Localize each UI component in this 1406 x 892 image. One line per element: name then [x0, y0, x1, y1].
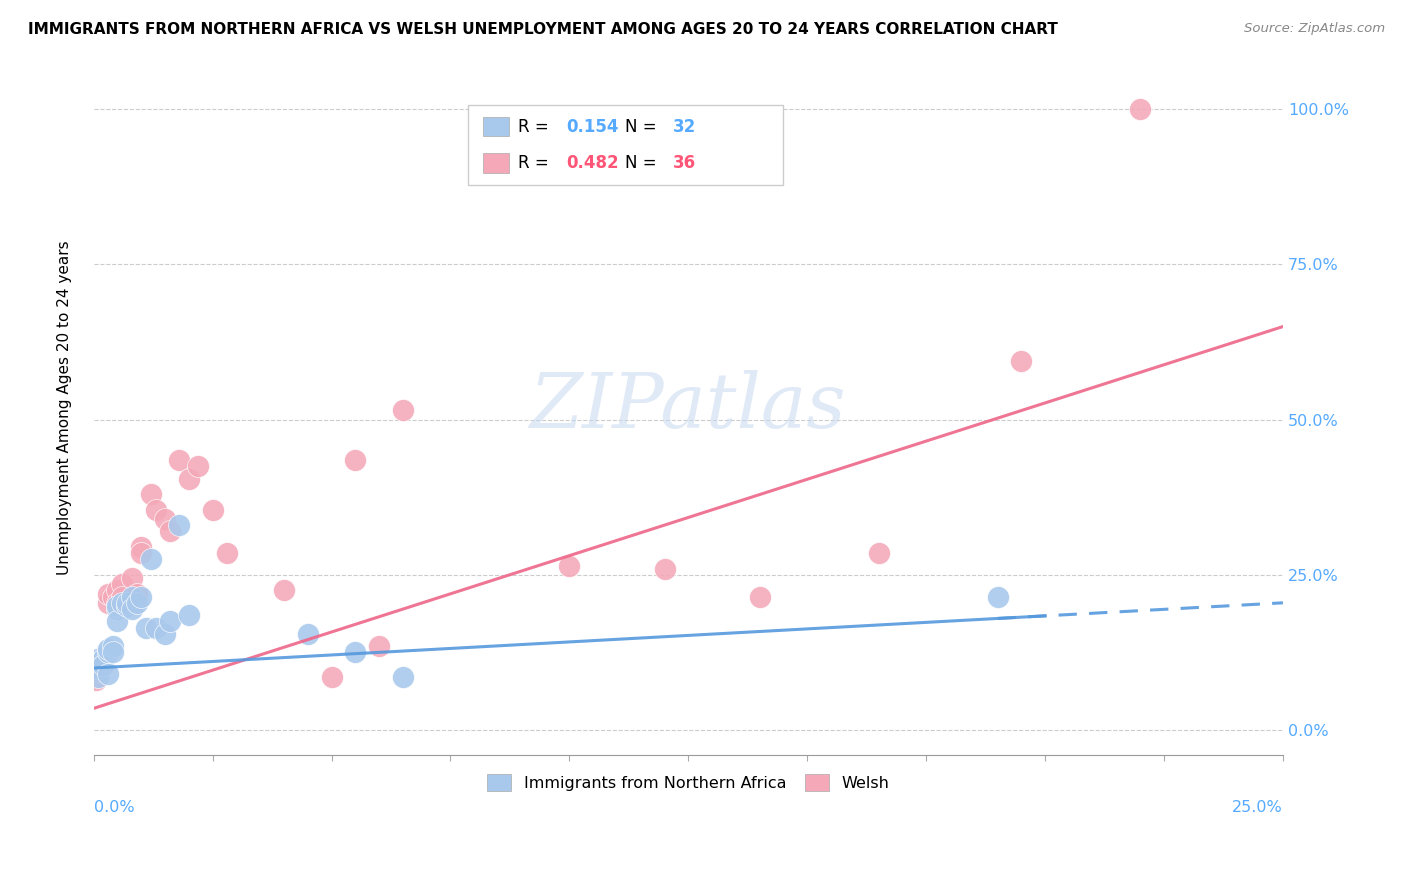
Point — [107, 615, 129, 629]
Point — [201, 502, 224, 516]
Point — [97, 586, 120, 600]
Point — [868, 546, 890, 560]
Point — [129, 546, 152, 560]
Point — [215, 546, 238, 560]
Point — [153, 512, 176, 526]
Text: N =: N = — [626, 118, 662, 136]
Point — [97, 596, 120, 610]
Point — [121, 590, 143, 604]
Point — [177, 608, 200, 623]
Point — [101, 645, 124, 659]
Point — [297, 627, 319, 641]
Point — [97, 667, 120, 681]
Point — [187, 459, 209, 474]
Point — [97, 642, 120, 657]
Point — [159, 615, 181, 629]
Point — [101, 590, 124, 604]
Point — [986, 590, 1008, 604]
Point — [392, 670, 415, 684]
Point — [84, 661, 107, 675]
Bar — [482, 117, 509, 136]
Point — [368, 640, 391, 654]
Text: 32: 32 — [673, 118, 696, 136]
Point — [344, 645, 367, 659]
Point — [321, 670, 343, 684]
Point — [273, 583, 295, 598]
Text: IMMIGRANTS FROM NORTHERN AFRICA VS WELSH UNEMPLOYMENT AMONG AGES 20 TO 24 YEARS : IMMIGRANTS FROM NORTHERN AFRICA VS WELSH… — [28, 22, 1057, 37]
Point — [115, 596, 138, 610]
Point — [87, 661, 110, 675]
Point — [111, 590, 134, 604]
Point — [129, 590, 152, 604]
Point — [111, 596, 134, 610]
Point — [748, 590, 770, 604]
Point — [107, 602, 129, 616]
Point — [111, 577, 134, 591]
Point — [139, 552, 162, 566]
Point — [169, 518, 191, 533]
Text: ZIPatlas: ZIPatlas — [530, 370, 846, 444]
Point — [87, 661, 110, 675]
Point — [145, 621, 167, 635]
Point — [125, 596, 148, 610]
Point — [392, 403, 415, 417]
Text: 0.154: 0.154 — [565, 118, 619, 136]
Point — [344, 453, 367, 467]
Text: 0.482: 0.482 — [565, 154, 619, 172]
Point — [97, 645, 120, 659]
Point — [87, 651, 110, 665]
Point — [115, 596, 138, 610]
Point — [159, 524, 181, 539]
Text: R =: R = — [519, 154, 554, 172]
Text: N =: N = — [626, 154, 662, 172]
Point — [125, 586, 148, 600]
Point — [91, 651, 114, 665]
Point — [558, 558, 581, 573]
Point — [654, 562, 676, 576]
Text: 25.0%: 25.0% — [1232, 800, 1282, 815]
Point — [139, 487, 162, 501]
Point — [107, 583, 129, 598]
Point — [135, 621, 157, 635]
Point — [129, 540, 152, 554]
Text: 0.0%: 0.0% — [94, 800, 135, 815]
Point — [145, 502, 167, 516]
Y-axis label: Unemployment Among Ages 20 to 24 years: Unemployment Among Ages 20 to 24 years — [58, 240, 72, 574]
Point — [169, 453, 191, 467]
Point — [91, 657, 114, 672]
Point — [1010, 353, 1032, 368]
Bar — [468, 104, 783, 185]
Point — [121, 571, 143, 585]
Bar — [482, 153, 509, 173]
Point — [107, 596, 129, 610]
Point — [177, 472, 200, 486]
Point — [115, 599, 138, 613]
Legend: Immigrants from Northern Africa, Welsh: Immigrants from Northern Africa, Welsh — [479, 765, 898, 799]
Text: 36: 36 — [673, 154, 696, 172]
Text: R =: R = — [519, 118, 554, 136]
Point — [121, 602, 143, 616]
Point — [87, 670, 110, 684]
Point — [101, 640, 124, 654]
Point — [87, 664, 110, 678]
Point — [153, 627, 176, 641]
Point — [107, 599, 129, 613]
Point — [84, 673, 107, 688]
Point — [91, 657, 114, 672]
Point — [1129, 102, 1152, 116]
Text: Source: ZipAtlas.com: Source: ZipAtlas.com — [1244, 22, 1385, 36]
